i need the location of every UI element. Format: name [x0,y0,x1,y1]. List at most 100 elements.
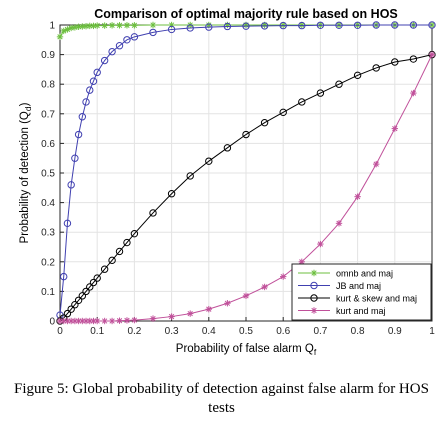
data-point-stroke [206,22,212,28]
y-axis-label: Probability of detection (Qd) [19,102,33,243]
data-point [123,36,131,44]
data-point [353,71,362,80]
data-point [67,181,75,189]
data-point [310,307,318,314]
data-point [224,300,231,307]
x-tick-label: 0.8 [351,326,365,337]
data-point [63,309,72,318]
data-point [428,21,436,29]
data-point-stroke [116,318,123,324]
data-point [409,21,418,29]
series [56,21,436,319]
x-tick-label: 0.2 [127,326,141,337]
data-point [100,56,109,65]
data-point [280,273,287,280]
data-point [93,68,101,77]
data-point-stroke [392,125,398,132]
data-point [279,108,287,117]
data-point [100,265,109,273]
data-point [116,22,123,29]
chart-title: Comparison of optimal majority rule base… [94,7,398,21]
data-point-stroke [168,313,175,320]
data-point-stroke [206,306,212,312]
data-point-stroke [75,24,82,30]
data-point [353,21,362,29]
data-point-stroke [124,317,130,324]
data-point [223,22,232,31]
data-point [280,21,287,29]
data-point-stroke [280,22,286,28]
data-point-stroke [79,23,85,30]
data-point [409,55,418,63]
data-point [94,22,101,29]
data-point-stroke [150,22,156,28]
data-point [168,313,175,320]
x-axis-label-main: Probability of false alarm Q [176,343,314,355]
data-point [186,24,194,32]
data-point [372,21,380,29]
x-tick-label: 0.7 [313,326,327,337]
x-tick-label: 0.9 [388,326,402,337]
data-point [410,89,417,97]
data-point [89,77,98,85]
legend-entry: omnb and maj [298,268,393,278]
y-tick-label: 0.8 [41,80,55,91]
data-point-stroke [150,315,156,322]
y-axis-label-subscript: d [23,106,33,111]
data-point [89,278,98,287]
data-point [78,113,87,121]
data-point [56,33,64,41]
data-point [186,172,194,180]
data-point-stroke [116,22,123,28]
data-point-stroke [410,90,417,96]
data-point [242,130,250,139]
data-point-stroke [261,284,268,290]
x-tick-label: 0.6 [276,326,290,337]
data-point [67,305,75,313]
x-tick-label: 0.5 [239,326,253,337]
data-point-stroke [317,241,324,247]
data-point-stroke [131,22,138,28]
data-point [116,317,123,324]
x-tick-label: 0.1 [90,326,104,337]
data-point-stroke [72,24,78,31]
data-point [149,21,157,29]
data-point [310,294,318,302]
data-point [115,247,124,256]
data-point [108,47,116,56]
data-point [335,220,343,227]
data-point [71,301,79,309]
x-tick-label: 0.4 [202,326,216,337]
series-layer [56,21,436,325]
data-point-stroke [83,23,89,29]
data-point [223,144,232,152]
data-point [108,22,116,29]
data-point [260,22,269,30]
data-point-stroke [299,22,305,28]
data-point [149,209,157,217]
data-point-stroke [187,310,193,317]
x-tick-label: 0.3 [165,326,179,337]
data-point [131,316,138,324]
data-point [167,25,176,34]
data-point [298,98,306,106]
data-point [71,154,79,162]
data-point [335,80,343,88]
data-point [94,317,101,325]
data-point [316,89,325,97]
data-point-stroke [109,22,115,28]
y-tick-label: 0.9 [41,50,55,61]
data-point [391,58,399,66]
data-point [310,281,318,290]
data-point [123,238,131,247]
x-axis-label: Probability of false alarm Qf [176,343,317,357]
legend-entry: kurt and maj [298,306,386,316]
data-point [261,283,268,291]
data-point [149,315,157,322]
y-tick-label: 1 [49,21,55,32]
data-point [167,190,176,198]
y-axis-label-close: ) [19,102,31,106]
data-point [298,258,305,265]
data-point-stroke [311,270,317,276]
